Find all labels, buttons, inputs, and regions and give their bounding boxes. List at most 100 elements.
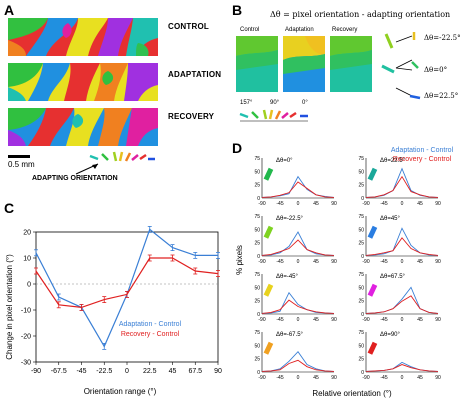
subplot-x-tick-label: 0 <box>401 201 404 207</box>
map-label-adaptation: ADAPTATION <box>168 70 222 79</box>
x-tick-label: 22.5 <box>143 368 157 375</box>
x-tick-label: 45 <box>169 368 177 375</box>
subplot-orientation-bar <box>263 167 274 181</box>
subplot-recovery-line <box>261 181 335 198</box>
subplot-recovery-line <box>365 364 439 372</box>
x-tick-label: -67.5 <box>51 368 67 375</box>
subplot-x-tick-label: -90 <box>362 317 369 323</box>
y-tick-label: -20 <box>21 334 31 341</box>
subplot-x-tick-label: 90 <box>331 259 337 265</box>
delta-label-neg-22-5: Δθ=-22.5° <box>424 34 461 42</box>
x-tick-label: -45 <box>76 368 86 375</box>
subplot-y-tick-label: 75 <box>358 214 364 220</box>
subplot-x-tick-label: 45 <box>417 375 423 381</box>
subplot-y-tick-label: 25 <box>358 241 364 247</box>
subplot-x-tick-label: 0 <box>401 375 404 381</box>
subplot-title: Δθ=22.5° <box>380 158 406 164</box>
angle-tick-90: 90° <box>270 100 280 106</box>
angle-key <box>239 109 308 122</box>
subplot-y-tick-label: 0 <box>361 254 364 260</box>
subplot-x-tick-label: -45 <box>276 375 283 381</box>
subplot-adaptation-line <box>261 231 335 256</box>
column-label-adaptation: Adaptation <box>285 27 314 33</box>
x-tick-label: -90 <box>31 368 41 375</box>
subplot-x-tick-label: -90 <box>258 201 265 207</box>
subplot-title: Δθ=-67.5° <box>276 332 304 338</box>
scale-label: 0.5 mm <box>8 160 35 169</box>
legend-recovery: Recovery - Control <box>121 331 180 338</box>
panel-c-chart: Change in pixel orientation (°) Orientat… <box>5 225 222 396</box>
panel-d-charts: % pixels Relative orientation (°) Adapta… <box>235 147 454 398</box>
x-tick-label: 90 <box>214 368 222 375</box>
subplot-y-tick-label: 50 <box>254 169 260 175</box>
subplot-x-tick-label: 45 <box>313 259 319 265</box>
y-tick-label: 20 <box>23 230 31 237</box>
subplot-x-tick-label: -45 <box>380 259 387 265</box>
delta-label-0: Δθ=0° <box>424 66 448 74</box>
subplot-recovery-line <box>261 299 335 314</box>
subplot-y-tick-label: 0 <box>257 312 260 318</box>
panel-letter-b: B <box>232 2 243 18</box>
series-line-recovery <box>35 257 219 309</box>
subplot-x-tick-label: 90 <box>435 201 441 207</box>
subplot-y-tick-label: 25 <box>254 183 260 189</box>
series-line-adaptation <box>35 228 218 348</box>
subplot-y-tick-label: 25 <box>254 299 260 305</box>
subplot-recovery-line <box>261 239 335 256</box>
subplot-y-tick-label: 25 <box>358 183 364 189</box>
subplot-x-tick-label: 45 <box>417 317 423 323</box>
subplot-x-tick-label: 45 <box>313 201 319 207</box>
orientation-map-recovery <box>8 108 158 146</box>
subplot-y-tick-label: 50 <box>358 285 364 291</box>
column-label-recovery: Recovery <box>332 27 358 33</box>
adapting-orientation-label: ADAPTING ORIENTATION <box>32 175 118 182</box>
subplot-recovery-line <box>365 295 439 314</box>
subplot-y-tick-label: 50 <box>254 285 260 291</box>
scale-bar <box>8 155 30 158</box>
subplot-x-tick-label: 0 <box>401 317 404 323</box>
subplot-y-tick-label: 25 <box>358 299 364 305</box>
subplot-title: Δθ=67.5° <box>380 274 406 280</box>
subplot-adaptation-line <box>365 361 439 372</box>
y-tick-label: 0 <box>27 282 31 289</box>
subplot-adaptation-line <box>365 286 439 314</box>
panel-letter-d: D <box>232 140 243 156</box>
panel-d-legend-adaptation: Adaptation - Control <box>391 147 454 154</box>
subplot-x-tick-label: 90 <box>331 375 337 381</box>
subplot-title: Δθ=-45° <box>276 274 299 280</box>
delta-theta-diagram <box>381 32 421 100</box>
subplot-title: Δθ=-22.5° <box>276 216 304 222</box>
adapting-orientation-arrow <box>75 163 99 175</box>
panel-c-ylabel: Change in pixel orientation (°) <box>5 254 14 360</box>
subplot-y-tick-label: 50 <box>358 227 364 233</box>
subplot-x-tick-label: -45 <box>380 201 387 207</box>
map-label-control: CONTROL <box>168 22 209 31</box>
subplot-title: Δθ=0° <box>276 158 293 164</box>
panel-d-ylabel: % pixels <box>235 245 244 275</box>
subplot-x-tick-label: 0 <box>297 259 300 265</box>
angle-tick-0: 0° <box>302 100 308 106</box>
subplot-y-tick-label: 50 <box>254 227 260 233</box>
subplot-recovery-line <box>261 359 335 372</box>
subplot-y-tick-label: 75 <box>358 330 364 336</box>
y-tick-label: -30 <box>21 360 31 367</box>
subplot-x-tick-label: -45 <box>380 317 387 323</box>
panel-d-legend-recovery: Recovery - Control <box>393 156 452 163</box>
subplot-y-tick-label: 50 <box>358 343 364 349</box>
subplot-y-tick-label: 0 <box>361 196 364 202</box>
y-tick-label: -10 <box>21 308 31 315</box>
subplot-y-tick-label: 0 <box>361 370 364 376</box>
subplot-y-tick-label: 0 <box>257 196 260 202</box>
subplot-orientation-bar <box>367 167 378 181</box>
subplot-x-tick-label: -90 <box>258 259 265 265</box>
delta-label-22-5: Δθ=22.5° <box>424 92 459 100</box>
panel-b-map-adaptation <box>283 36 325 92</box>
panel-letter-c: C <box>4 200 15 216</box>
x-tick-label: 67.5 <box>188 368 202 375</box>
subplot-adaptation-line <box>365 167 439 198</box>
subplot-x-tick-label: 0 <box>297 375 300 381</box>
subplot-y-tick-label: 0 <box>361 312 364 318</box>
panel-b-map-recovery <box>330 36 372 92</box>
subplot-adaptation-line <box>261 175 335 198</box>
legend-adaptation: Adaptation - Control <box>119 321 182 328</box>
